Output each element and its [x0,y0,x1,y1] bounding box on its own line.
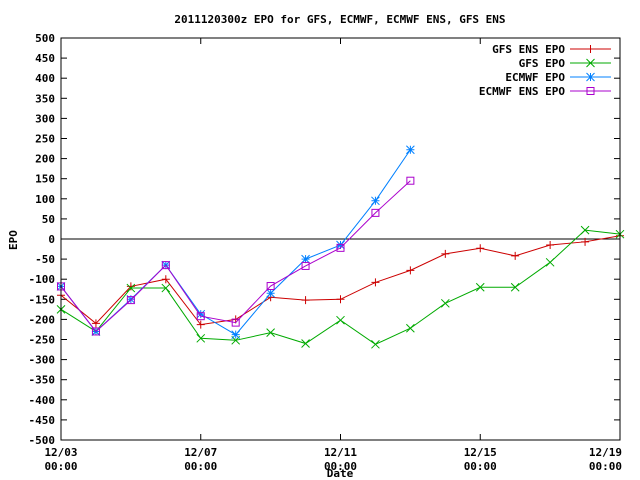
series-layer [56,145,625,349]
data-point [476,244,485,253]
data-point [511,251,520,260]
data-point [336,315,345,325]
y-tick-label: -250 [29,334,56,347]
x-tick-label: 00:00 [324,460,357,473]
x-tick-label: 12/19 [589,446,622,459]
data-point [161,261,170,270]
data-point [161,275,170,284]
x-axis-label: Date [327,467,354,480]
y-tick-label: -450 [29,414,56,427]
y-tick-label: -400 [29,394,56,407]
legend-label: GFS ENS EPO [492,43,565,56]
data-point [546,241,555,250]
data-point [371,208,380,217]
x-tick-label: 12/07 [184,446,217,459]
x-tick-label: 12/03 [44,446,77,459]
legend-label: GFS EPO [519,57,566,70]
data-point [196,312,205,321]
data-point [406,145,415,155]
data-point [231,318,240,327]
y-tick-label: -350 [29,374,56,387]
data-point [581,237,590,246]
y-tick-label: -100 [29,273,56,286]
y-tick-label: 350 [35,92,55,105]
data-point [196,320,205,329]
data-point [161,283,171,293]
data-point [126,282,135,291]
series-line [60,180,411,333]
legend-label: ECMWF ENS EPO [479,85,565,98]
data-point [336,295,345,304]
y-axis-label: EPO [7,230,20,250]
data-point [126,283,136,293]
data-point [586,72,595,82]
data-point [126,296,135,305]
data-point [126,294,136,304]
data-point [475,282,485,292]
y-tick-label: 50 [42,213,55,226]
y-tick-label: 500 [35,32,55,45]
y-tick-label: 0 [48,233,55,246]
data-point [406,323,415,333]
series-line [60,149,411,336]
data-point [586,87,595,95]
data-point [301,261,310,270]
data-point [266,288,275,298]
data-point [441,249,450,258]
x-tick-label: 12/15 [464,446,497,459]
y-tick-label: -50 [35,253,55,266]
x-tick-label: 12/11 [324,446,357,459]
y-tick-label: 100 [35,193,55,206]
data-point [406,266,415,275]
data-point [545,257,555,267]
y-tick-label: -300 [29,354,56,367]
data-point [580,225,590,235]
x-axis-ticks: 12/0300:0012/0700:0012/1100:0012/1500:00… [44,38,622,473]
data-point [406,176,415,185]
data-point [196,333,206,343]
data-point [91,327,100,336]
data-point [586,45,595,53]
plot-frame [60,37,621,441]
y-tick-label: -150 [29,293,56,306]
data-point [440,298,450,308]
y-tick-label: 150 [35,173,55,186]
series-line [60,235,621,326]
data-point [231,330,241,340]
y-tick-label: 400 [35,72,55,85]
data-point [266,328,275,338]
y-tick-label: 300 [35,112,55,125]
data-point [301,296,310,305]
data-point [196,309,206,319]
data-point [266,282,275,291]
data-point [301,339,310,348]
data-point [336,243,345,252]
data-point [371,339,380,349]
series-group [56,225,625,349]
series-group [57,176,415,336]
data-point [301,254,310,264]
legend-label: ECMWF EPO [505,71,565,84]
data-point [371,278,380,287]
y-tick-label: -500 [29,434,56,447]
x-tick-label: 00:00 [589,460,622,473]
data-point [91,319,100,328]
y-tick-label: 450 [35,52,55,65]
x-tick-label: 00:00 [184,460,217,473]
data-point [586,58,595,68]
data-point [336,240,345,250]
y-tick-label: -200 [29,313,56,326]
chart-title: 2011120300z EPO for GFS, ECMWF, ECMWF EN… [174,13,505,26]
x-tick-label: 00:00 [464,460,497,473]
y-tick-label: 250 [35,133,55,146]
data-point [371,196,380,206]
data-point [510,282,520,292]
y-tick-label: 200 [35,153,55,166]
y-axis-ticks: 500450400350300250200150100500-50-100-15… [29,32,620,447]
series-group [56,145,415,340]
x-tick-label: 00:00 [44,460,77,473]
